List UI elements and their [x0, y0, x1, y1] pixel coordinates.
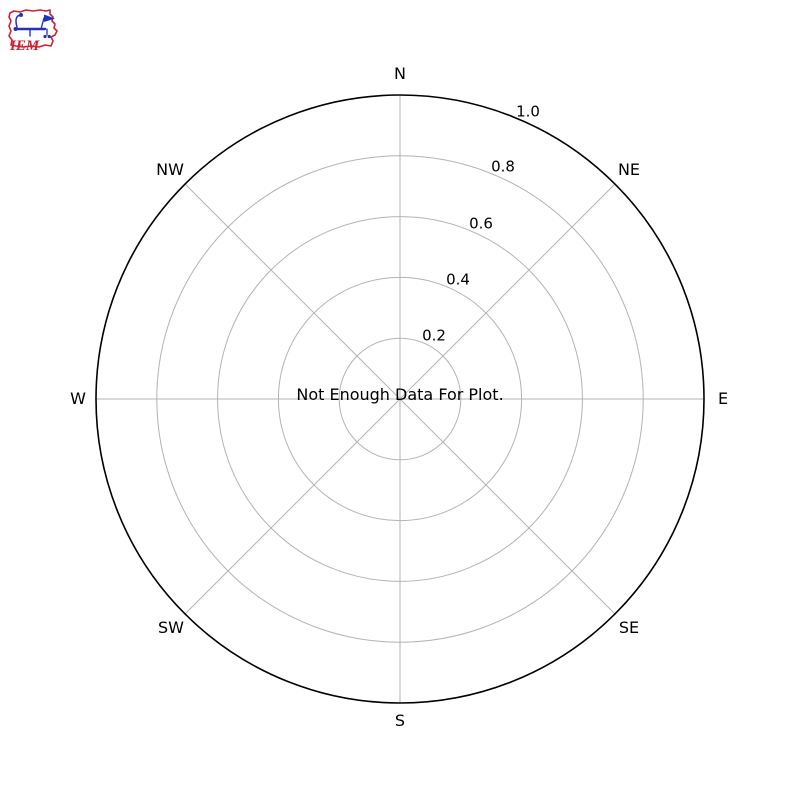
radial-tick-label-0.2: 0.2 [422, 326, 446, 345]
direction-label-w: W [70, 389, 86, 408]
direction-label-se: SE [618, 618, 640, 637]
iem-logo: IEM [8, 9, 58, 52]
iowa-outline [8, 9, 58, 48]
direction-label-n: N [394, 64, 406, 83]
direction-label-ne: NE [617, 160, 641, 179]
polar-spoke-ne-sw [184, 183, 616, 615]
radial-tick-label-1.0: 1.0 [516, 102, 540, 121]
direction-label-s: S [394, 711, 406, 730]
radial-tick-label-0.4: 0.4 [446, 270, 470, 289]
radial-tick-label-0.8: 0.8 [491, 157, 515, 176]
polar-outline-circle [95, 94, 705, 704]
status-message: Not Enough Data For Plot. [296, 385, 504, 404]
direction-label-nw: NW [156, 160, 184, 179]
iem-logo-text: IEM [9, 38, 40, 52]
direction-label-e: E [717, 389, 729, 408]
weather-vane-icon [13, 13, 55, 39]
direction-label-sw: SW [158, 618, 184, 637]
radial-tick-label-0.6: 0.6 [469, 214, 493, 233]
